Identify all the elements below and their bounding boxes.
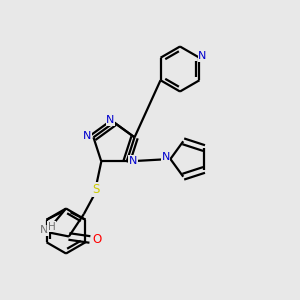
Text: N: N xyxy=(106,115,115,125)
Text: N: N xyxy=(83,131,91,141)
Text: S: S xyxy=(92,183,100,196)
Text: H: H xyxy=(48,222,56,232)
Text: N: N xyxy=(128,156,137,166)
Text: N: N xyxy=(161,152,170,163)
Text: N: N xyxy=(198,51,207,61)
Text: N: N xyxy=(40,226,48,236)
Text: O: O xyxy=(92,233,101,246)
